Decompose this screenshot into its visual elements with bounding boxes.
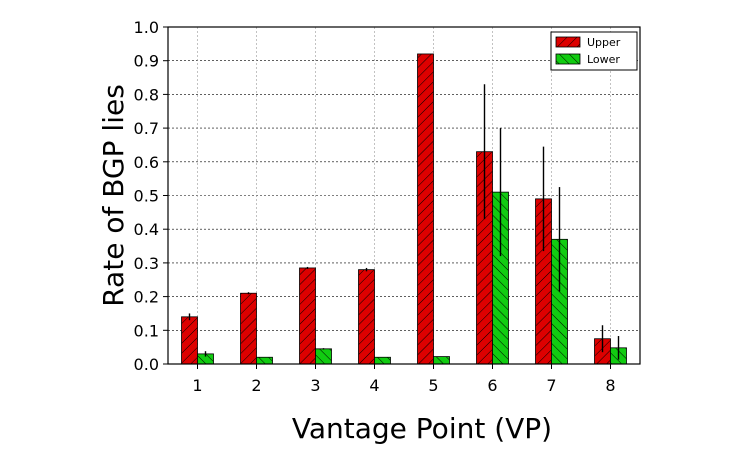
legend-label-lower: Lower — [587, 53, 620, 66]
y-tick-label: 0.9 — [134, 52, 159, 71]
bar-lower-vp2 — [256, 356, 273, 365]
y-tick-label: 0.5 — [134, 187, 159, 206]
legend-swatch-lower — [555, 53, 581, 65]
legend-label-upper: Upper — [587, 36, 621, 49]
y-tick-label: 0.8 — [134, 85, 159, 104]
x-tick-label: 8 — [605, 376, 615, 395]
y-tick-label: 0.6 — [134, 153, 159, 172]
grid — [168, 26, 640, 365]
legend-swatch-upper — [555, 36, 581, 48]
y-axis-ticks: 0.0 0.1 0.2 0.3 0.4 0.5 0.6 0.7 0.8 0.9 1.0 — [134, 18, 168, 374]
bar-lower-vp4 — [374, 356, 391, 365]
y-tick-label: 1.0 — [134, 18, 159, 37]
x-tick-label: 4 — [369, 376, 379, 395]
x-axis-label: Vantage Point (VP) — [292, 412, 552, 445]
x-tick-label: 6 — [487, 376, 497, 395]
x-tick-label: 7 — [546, 376, 556, 395]
error-bars — [188, 84, 620, 360]
x-tick-label: 2 — [251, 376, 261, 395]
y-tick-label: 0.2 — [134, 288, 159, 307]
y-tick-label: 0.0 — [134, 355, 159, 374]
y-tick-label: 0.3 — [134, 254, 159, 273]
bars — [181, 53, 627, 365]
bar-upper-vp5 — [417, 53, 434, 365]
x-tick-label: 1 — [192, 376, 202, 395]
bar-upper-vp1 — [181, 316, 198, 365]
y-tick-label: 0.4 — [134, 220, 159, 239]
bar-lower-vp3 — [315, 348, 332, 365]
y-tick-label: 0.1 — [134, 321, 159, 340]
x-axis-ticks: 1 2 3 4 5 6 7 8 — [192, 364, 616, 395]
legend: Upper Lower — [550, 31, 638, 71]
y-axis-label: Rate of BGP lies — [97, 84, 130, 307]
bar-upper-vp3 — [299, 267, 316, 365]
x-tick-label: 3 — [310, 376, 320, 395]
bar-upper-vp4 — [358, 269, 375, 365]
x-tick-label: 5 — [428, 376, 438, 395]
bar-lower-vp5 — [433, 356, 450, 365]
y-tick-label: 0.7 — [134, 119, 159, 138]
bar-upper-vp2 — [240, 292, 257, 365]
